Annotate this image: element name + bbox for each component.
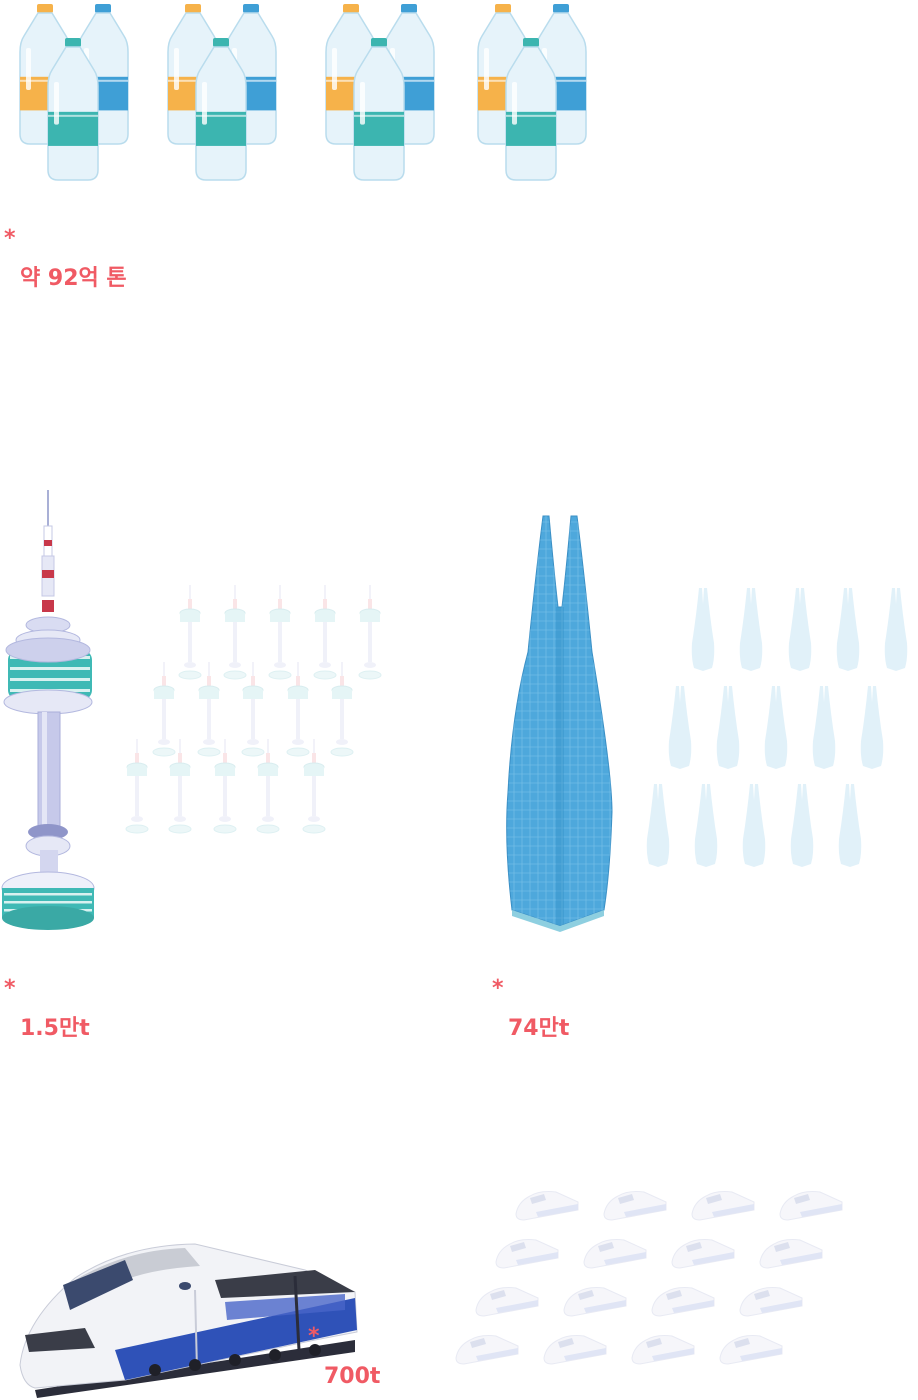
train-outline-icon — [475, 1287, 539, 1317]
water-bottle-icon — [47, 38, 99, 181]
skyscraper-icon — [506, 515, 613, 932]
train-outline-icon — [495, 1239, 559, 1269]
train-outline-icon — [691, 1191, 755, 1221]
water-bottle-icon — [505, 38, 557, 181]
train-outline-icon — [543, 1335, 607, 1365]
skyscraper-outline-icon — [691, 588, 715, 671]
train-outline-icon — [739, 1287, 803, 1317]
tower-asterisk: * — [4, 976, 16, 1001]
train-outline-icon — [583, 1239, 647, 1269]
train-outline-icon — [455, 1335, 519, 1365]
tower-outline-icon — [241, 662, 265, 757]
tower-outline-icon — [358, 585, 382, 680]
skyscraper-outline-icon — [646, 784, 670, 867]
skyscraper-icon — [506, 515, 613, 932]
water-bottles-illustration — [19, 4, 587, 181]
skyscraper-outline-icon — [716, 686, 740, 769]
train-outline-icon — [779, 1191, 843, 1221]
skyscraper-outline-icon — [860, 686, 884, 769]
skyscraper-outline-icon — [764, 686, 788, 769]
tower-outline-icon — [256, 739, 280, 834]
bottle-groups — [0, 0, 600, 190]
bottles-amount: 약 92억 톤 — [20, 266, 127, 291]
skyscraper-outline-icon — [742, 784, 766, 867]
tower-outline-icon — [197, 662, 221, 757]
tower-outline-icon — [313, 585, 337, 680]
train-outline-icon — [651, 1287, 715, 1317]
train-outline-icon — [515, 1191, 579, 1221]
skyscraper-outline-icon — [884, 588, 908, 671]
skyscraper-outline-icon — [788, 588, 812, 671]
bottles-asterisk: * — [4, 226, 16, 251]
seoul-tower-icon — [1, 490, 95, 930]
skyscraper-outline-icon — [694, 784, 718, 867]
skyscraper-outline-icon — [812, 686, 836, 769]
train-asterisk: * — [308, 1324, 320, 1349]
tower-outline-icon — [223, 585, 247, 680]
train-outline-icon — [563, 1287, 627, 1317]
tower-outline-icon — [330, 662, 354, 757]
skyscraper-outline-icon — [836, 588, 860, 671]
train-outline-icon — [671, 1239, 735, 1269]
tower-amount: 1.5만t — [20, 1016, 90, 1041]
tower-outline-group — [125, 585, 382, 834]
train-outline-icon — [759, 1239, 823, 1269]
skyscraper-outline-icon — [838, 784, 862, 867]
tower-outline-icon — [152, 662, 176, 757]
skyscraper-outline-icon — [668, 686, 692, 769]
tower-outline-icon — [268, 585, 292, 680]
water-bottle-icon — [195, 38, 247, 181]
train-amount: 700t — [324, 1364, 381, 1389]
train-outline-icon — [631, 1335, 695, 1365]
skyscraper-outline-icon — [790, 784, 814, 867]
tower-outline-icon — [125, 739, 149, 834]
water-bottle-icon — [353, 38, 405, 181]
seoul-tower-icon — [1, 490, 95, 930]
tower-outline-icon — [302, 739, 326, 834]
tower-outline-icon — [213, 739, 237, 834]
high-speed-train-icon — [19, 1243, 358, 1398]
train-outline-icon — [603, 1191, 667, 1221]
skyscraper-outline-icon — [739, 588, 763, 671]
skyscraper-outline-group — [646, 588, 908, 867]
skyscraper-asterisk: * — [492, 976, 504, 1001]
tower-outline-icon — [178, 585, 202, 680]
skyscraper-amount: 74만t — [508, 1016, 570, 1041]
tower-outline-icon — [286, 662, 310, 757]
train-outline-group — [455, 1191, 843, 1365]
high-speed-train-icon — [19, 1243, 358, 1398]
tower-outline-icon — [168, 739, 192, 834]
train-outline-icon — [719, 1335, 783, 1365]
